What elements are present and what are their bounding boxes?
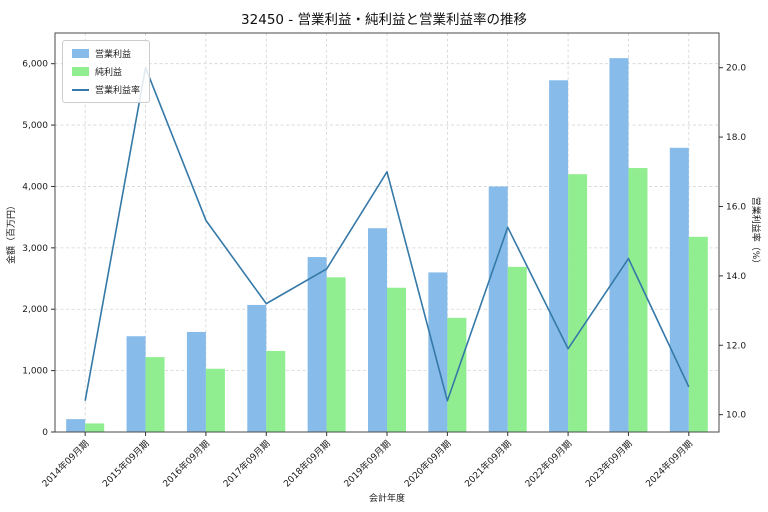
bar-operating-profit <box>247 304 267 432</box>
right-tick-label: 20.0 <box>726 64 746 74</box>
legend-item-operating-profit: 営業利益 <box>72 47 140 60</box>
bar-operating-profit <box>126 336 146 432</box>
bar-net-profit <box>628 168 648 433</box>
x-tick-label: 2016年09月期 <box>160 438 212 490</box>
bar-operating-profit <box>186 331 206 432</box>
left-tick-label: 2,000 <box>22 305 48 315</box>
bar-net-profit <box>688 236 708 432</box>
left-tick-label: 3,000 <box>22 244 48 254</box>
legend-label-net-profit: 純利益 <box>95 68 123 78</box>
line-operating-margin <box>84 66 690 402</box>
bar-net-profit <box>266 350 286 432</box>
bar-net-profit <box>326 277 346 432</box>
x-tick-label: 2020年09月期 <box>402 438 454 490</box>
legend-label-operating-margin: 営業利益率 <box>95 86 141 96</box>
legend: 営業利益 純利益 営業利益率 <box>62 40 151 103</box>
left-tick-label: 1,000 <box>22 367 48 377</box>
right-tick-label: 14.0 <box>726 272 746 282</box>
x-tick-label: 2019年09月期 <box>341 438 393 490</box>
bar-operating-profit <box>609 58 629 432</box>
x-tick-label: 2015年09月期 <box>100 438 152 490</box>
chart-title: 32450 - 営業利益・純利益と営業利益率の推移 <box>241 12 527 28</box>
x-tick-label: 2014年09月期 <box>39 438 91 490</box>
x-tick-label: 2021年09月期 <box>462 438 514 490</box>
x-tick-label: 2018年09月期 <box>281 438 333 490</box>
right-tick-label: 18.0 <box>726 133 746 143</box>
bar-net-profit <box>568 174 588 432</box>
bar-operating-profit <box>669 147 689 432</box>
bar-net-profit <box>507 266 527 432</box>
bar-operating-profit <box>488 186 508 432</box>
bar-operating-profit <box>368 228 387 432</box>
legend-item-operating-margin: 営業利益率 <box>72 83 140 96</box>
left-axis-label: 金額（百万円） <box>5 201 17 264</box>
left-tick-label: 6,000 <box>22 60 48 70</box>
x-tick-label: 2022年09月期 <box>522 438 574 490</box>
x-tick-label: 2024年09月期 <box>643 438 695 490</box>
x-tick-label: 2023年09月期 <box>583 438 635 490</box>
bar-operating-profit <box>428 272 448 432</box>
left-tick-label: 0 <box>42 428 48 438</box>
legend-label-operating-profit: 営業利益 <box>95 50 132 60</box>
bar-net-profit <box>387 287 406 432</box>
bar-operating-profit <box>66 419 86 432</box>
x-axis-label: 会計年度 <box>369 492 405 504</box>
bar-net-profit <box>205 368 225 432</box>
x-tick-label: 2017年09月期 <box>221 438 273 490</box>
legend-swatch-operating-profit <box>72 49 89 58</box>
left-tick-label: 4,000 <box>22 182 48 192</box>
left-tick-label: 5,000 <box>22 121 48 131</box>
legend-swatch-operating-margin <box>72 88 89 91</box>
legend-swatch-net-profit <box>72 67 89 76</box>
right-tick-label: 16.0 <box>726 202 746 212</box>
legend-item-net-profit: 純利益 <box>72 65 140 78</box>
right-tick-label: 12.0 <box>726 341 746 351</box>
bar-operating-profit <box>307 257 327 432</box>
bar-operating-profit <box>549 80 569 433</box>
bar-net-profit <box>85 423 105 432</box>
bar-net-profit <box>145 357 165 432</box>
right-tick-label: 10.0 <box>726 411 746 421</box>
right-axis-label: 営業利益率（%） <box>750 197 762 269</box>
